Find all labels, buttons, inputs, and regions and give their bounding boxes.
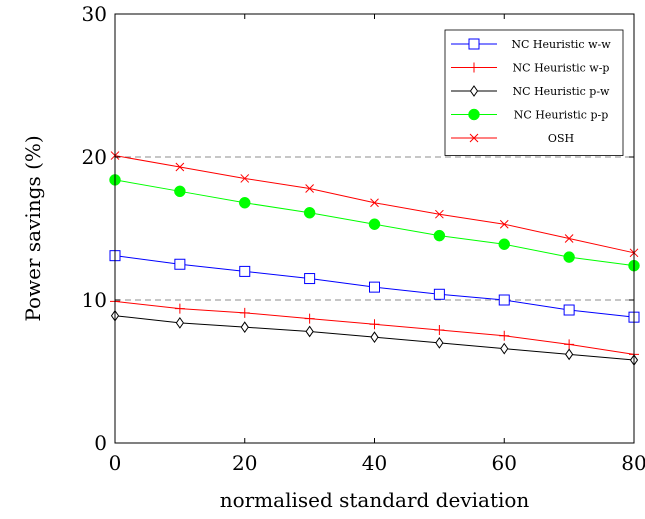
legend-item: NC Heuristic p-p bbox=[451, 109, 608, 122]
series-layer bbox=[109, 151, 640, 366]
data-point bbox=[174, 303, 185, 314]
data-point bbox=[239, 197, 251, 209]
data-point bbox=[499, 219, 509, 229]
legend-label: NC Heuristic p-w bbox=[513, 85, 611, 98]
data-point bbox=[370, 198, 379, 208]
legend-label: NC Heuristic w-p bbox=[513, 62, 610, 75]
legend-marker bbox=[468, 38, 480, 50]
data-point bbox=[175, 317, 184, 329]
y-tick-label: 20 bbox=[82, 145, 107, 169]
axis-layer: 0 20 40 60 80 0 10 20 30 bbox=[82, 2, 645, 475]
y-tick-label: 30 bbox=[82, 2, 107, 26]
x-tick-label: 0 bbox=[109, 451, 122, 475]
data-point bbox=[305, 184, 314, 193]
y-tick-label: 10 bbox=[82, 288, 107, 312]
x-tick-label: 60 bbox=[492, 451, 517, 475]
legend-marker bbox=[469, 85, 479, 97]
x-tick-label: 40 bbox=[362, 451, 387, 475]
data-point bbox=[434, 325, 445, 336]
data-point bbox=[239, 265, 251, 277]
grid-layer bbox=[115, 156, 634, 301]
y-tick-label: 0 bbox=[94, 431, 107, 455]
data-point bbox=[240, 321, 249, 334]
data-point bbox=[499, 330, 510, 341]
data-point bbox=[435, 209, 444, 219]
x-tick-label: 80 bbox=[621, 451, 645, 475]
legend-marker bbox=[469, 133, 479, 143]
legend-label: NC Heuristic p-p bbox=[514, 109, 609, 122]
series-5 bbox=[110, 151, 639, 258]
data-point bbox=[369, 281, 380, 293]
series-3 bbox=[110, 309, 639, 366]
data-point bbox=[433, 229, 446, 242]
x-axis-title: normalised standard deviation bbox=[220, 488, 530, 512]
data-point bbox=[303, 207, 316, 219]
data-point bbox=[174, 185, 186, 198]
data-point bbox=[563, 304, 575, 316]
legend-marker bbox=[468, 108, 480, 121]
legend-item: OSH bbox=[451, 132, 574, 145]
series-4 bbox=[109, 174, 640, 272]
data-point bbox=[239, 307, 250, 318]
series-1 bbox=[109, 250, 640, 323]
legend-item: NC Heuristic w-w bbox=[451, 38, 611, 51]
legend-item: NC Heuristic w-p bbox=[451, 62, 609, 75]
data-point bbox=[304, 273, 316, 285]
data-point bbox=[433, 288, 445, 300]
data-point bbox=[305, 325, 314, 338]
data-point bbox=[174, 258, 186, 270]
data-point bbox=[565, 348, 574, 361]
data-point bbox=[304, 313, 315, 324]
data-point bbox=[564, 234, 574, 243]
legend: NC Heuristic w-w NC Heuristic w-p NC Heuri… bbox=[444, 29, 624, 156]
data-point bbox=[500, 342, 509, 355]
data-point bbox=[563, 251, 575, 263]
data-point bbox=[498, 238, 510, 250]
series-line bbox=[114, 155, 635, 254]
data-point bbox=[175, 162, 185, 172]
data-point bbox=[370, 331, 379, 344]
series-2 bbox=[110, 296, 639, 360]
y-axis-title: Power savings (%) bbox=[21, 135, 45, 321]
data-point bbox=[369, 319, 380, 330]
data-point bbox=[240, 174, 250, 183]
legend-marker bbox=[469, 62, 479, 73]
data-point bbox=[368, 218, 381, 230]
legend-item: NC Heuristic p-w bbox=[451, 85, 610, 98]
data-point bbox=[564, 339, 575, 350]
data-point bbox=[435, 337, 444, 349]
data-point bbox=[498, 294, 510, 306]
legend-label: OSH bbox=[548, 132, 574, 145]
x-tick-label: 20 bbox=[232, 451, 257, 475]
legend-label: NC Heuristic w-w bbox=[511, 38, 611, 51]
